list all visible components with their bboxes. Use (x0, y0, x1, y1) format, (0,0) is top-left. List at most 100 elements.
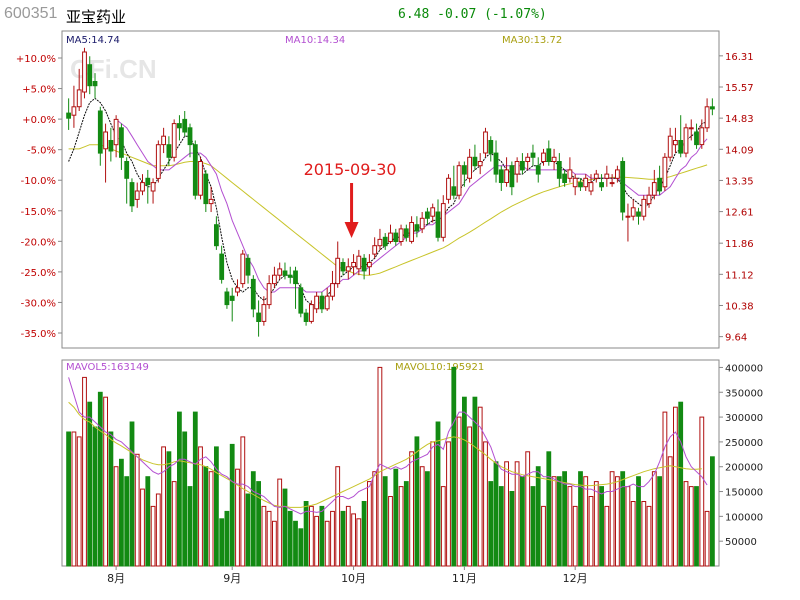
candle-body (293, 270, 298, 285)
candle-body (588, 182, 594, 192)
candle-body (625, 215, 631, 218)
candle-body (620, 161, 626, 213)
ma30-label: MA30:13.72 (502, 35, 562, 46)
left-axis-tick: +10.0% (16, 54, 56, 65)
annotation-date: 2015-09-30 (304, 160, 397, 179)
candle-body (214, 224, 219, 247)
volume-bar (361, 501, 367, 567)
candle-body (382, 236, 388, 247)
candle-body (287, 274, 293, 278)
right-axis-tick: 14.09 (725, 145, 754, 156)
volume-bar (382, 476, 388, 567)
volume-bar (551, 476, 557, 567)
candle-body (113, 118, 119, 146)
x-axis-month-label: 12月 (563, 572, 588, 585)
volume-bar (71, 431, 77, 567)
candle-body (636, 211, 641, 217)
candle-body (330, 283, 335, 297)
candle-body (145, 177, 151, 186)
candle-body (567, 169, 573, 179)
candle-body (177, 123, 182, 129)
right-axis-tick: 11.12 (725, 270, 754, 281)
left-axis-tick: +0.0% (22, 115, 56, 126)
volume-bar (140, 488, 145, 567)
candle-body (583, 177, 589, 188)
x-axis-month-label: 9月 (223, 572, 241, 585)
candle-body (219, 253, 225, 280)
candle-body (182, 118, 188, 133)
x-axis-month-label: 11月 (452, 572, 477, 585)
volume-bar (192, 411, 198, 567)
candle-body (710, 106, 715, 110)
left-axis-tick: -35.0% (21, 329, 56, 340)
volume-bar (187, 486, 193, 567)
volume-bar (572, 505, 578, 567)
quote-pct: (-1.07%) (484, 7, 547, 22)
volume-bar (235, 468, 240, 567)
volume-bar (588, 496, 594, 567)
volume-bar (214, 446, 219, 567)
candle-body (161, 135, 166, 146)
volume-bar (646, 505, 652, 567)
volume-bar (630, 501, 636, 567)
candle-body (688, 127, 694, 130)
candle-body (119, 127, 124, 158)
volume-bar (435, 421, 441, 567)
volume-bar (345, 505, 351, 567)
volume-bar (108, 431, 114, 567)
volume-bar (208, 471, 214, 567)
volume-bar (509, 491, 515, 567)
candle-body (551, 156, 557, 163)
volume-bar (704, 510, 710, 567)
candle-body (240, 253, 246, 285)
volume-bar (103, 396, 108, 567)
candle-body (599, 182, 605, 188)
volume-bar (182, 431, 188, 567)
volume-bar (599, 486, 605, 567)
volume-axis-tick: 250000 (725, 438, 763, 449)
volume-bar (150, 505, 156, 567)
volume-bar (171, 481, 177, 567)
volume-bar (514, 461, 520, 567)
volume-axis-tick: 150000 (725, 488, 763, 499)
volume-bar (129, 421, 135, 567)
volume-bar (493, 461, 499, 567)
candle-body (409, 222, 415, 242)
volume-bar (250, 471, 256, 567)
candle-body (451, 186, 457, 196)
candle-body (525, 156, 531, 163)
volume-bar (82, 376, 87, 567)
candle-body (593, 173, 599, 179)
candle-body (367, 262, 372, 268)
volume-bar (625, 486, 631, 567)
volume-bar (203, 466, 209, 567)
volume-bar (161, 446, 166, 567)
candle-body (609, 182, 615, 185)
left-axis-tick: -5.0% (27, 146, 56, 157)
candle-body (472, 156, 478, 167)
volume-bar (87, 401, 93, 567)
candle-body (66, 112, 71, 119)
volume-bar (651, 471, 657, 567)
volume-bar (335, 466, 341, 567)
volume-bar (166, 451, 172, 567)
candle-body (314, 295, 320, 310)
quote-line: 6.48 -0.07 (-1.07%) (398, 7, 547, 22)
candle-body (198, 161, 203, 196)
candle-body (615, 169, 620, 179)
candle-body (377, 238, 383, 247)
candle-body (82, 51, 87, 93)
candle-body (124, 161, 130, 179)
volume-bar (615, 476, 620, 567)
volume-bar (477, 406, 483, 567)
candle-body (694, 131, 699, 146)
volume-bar (319, 505, 325, 567)
volume-bar (556, 476, 562, 567)
stock-name: 亚宝药业 (66, 8, 127, 26)
x-axis-month-label: 8月 (107, 572, 125, 585)
volume-bar (409, 451, 415, 567)
volume-axis-tick: 200000 (725, 463, 763, 474)
candle-body (509, 165, 515, 188)
candle-body (92, 81, 98, 87)
candle-body (150, 182, 156, 192)
